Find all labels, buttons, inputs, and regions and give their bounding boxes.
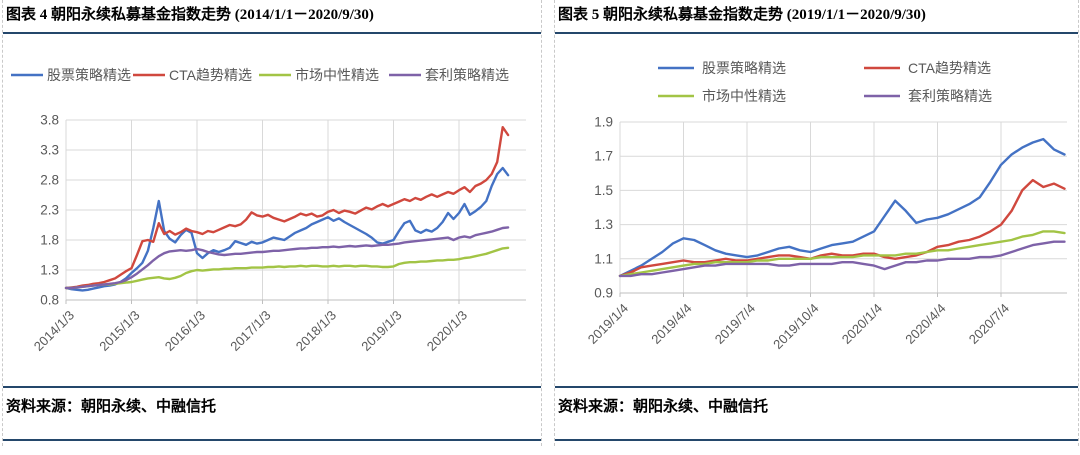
x-axis-tick-label: 2019/7/4	[712, 301, 758, 347]
series-line-arbitrage-strategy	[64, 226, 510, 290]
line-chart-canvas: 0.9 1.1 1.3 1.5 1.7 1.9 2019/1/4 2019/4/4 2019/7…	[585, 60, 1067, 353]
y-axis-tick-label: 0.8	[40, 293, 59, 308]
y-axis-tick-label: 0.9	[594, 286, 613, 301]
legend-label-arbitrage-strategy: 套利策略精选	[908, 88, 992, 104]
y-axis-tick-label: 3.3	[40, 143, 59, 158]
legend-label-cta-trend: CTA趋势精选	[908, 60, 991, 76]
series-line-market-neutral	[618, 230, 1066, 278]
source-note: 资料来源：朝阳永续、中融信托	[3, 386, 541, 441]
line-chart-canvas: 0.8 1.3 1.8 2.3 2.8 3.3 3.8 2014/1/3 2015/1/3 201…	[11, 67, 526, 354]
figure-panel-5: 图表 5 朝阳永续私募基金指数走势 (2019/1/1－2020/9/30) 0…	[554, 0, 1079, 446]
series-line-stock-strategy	[618, 137, 1066, 278]
x-axis-tick-label: 2015/1/3	[96, 308, 142, 354]
series-line-cta-trend	[618, 178, 1066, 278]
y-axis-tick-label: 1.3	[594, 217, 613, 232]
y-axis-tick-label: 1.7	[594, 149, 613, 164]
figure-panel-4: 图表 4 朝阳永续私募基金指数走势 (2014/1/1－2020/9/30) 0…	[2, 0, 542, 446]
series-line-arbitrage-strategy	[618, 240, 1066, 278]
x-axis-tick-label: 2019/1/3	[358, 308, 404, 354]
x-axis-tick-label: 2020/7/4	[966, 301, 1012, 347]
series-line-cta-trend	[64, 125, 510, 290]
x-axis-tick-label: 2019/4/4	[648, 301, 694, 347]
x-axis-tick-label: 2016/1/3	[162, 308, 208, 354]
source-note: 资料来源：朝阳永续、中融信托	[555, 386, 1078, 441]
y-axis-tick-label: 2.8	[40, 173, 59, 188]
legend-label-stock-strategy: 股票策略精选	[702, 60, 786, 76]
y-axis-tick-label: 1.3	[40, 263, 59, 278]
y-axis-tick-label: 1.5	[594, 183, 613, 198]
legend-label-market-neutral: 市场中性精选	[295, 67, 379, 83]
x-axis-tick-label: 2020/1/3	[424, 308, 470, 354]
x-axis-tick-label: 2017/1/3	[227, 308, 273, 354]
series-line-stock-strategy	[64, 166, 510, 292]
figure-title: 图表 5 朝阳永续私募基金指数走势 (2019/1/1－2020/9/30)	[555, 0, 1078, 34]
legend-label-stock-strategy: 股票策略精选	[47, 67, 131, 83]
figure-title: 图表 4 朝阳永续私募基金指数走势 (2014/1/1－2020/9/30)	[3, 0, 541, 34]
y-axis-tick-label: 2.3	[40, 203, 59, 218]
legend-label-cta-trend: CTA趋势精选	[169, 67, 252, 83]
legend-label-arbitrage-strategy: 套利策略精选	[425, 67, 509, 83]
x-axis-tick-label: 2014/1/3	[31, 308, 77, 354]
y-axis-tick-label: 1.1	[594, 251, 613, 266]
y-axis-tick-label: 1.9	[594, 115, 613, 130]
x-axis-tick-label: 2020/1/4	[839, 301, 885, 347]
y-axis-tick-label: 3.8	[40, 113, 59, 128]
x-axis-tick-label: 2019/10/4	[770, 301, 822, 353]
x-axis-tick-label: 2018/1/3	[293, 308, 339, 354]
x-axis-tick-label: 2020/4/4	[902, 301, 948, 347]
legend-label-market-neutral: 市场中性精选	[702, 88, 786, 104]
y-axis-tick-label: 1.8	[40, 233, 59, 248]
x-axis-tick-label: 2019/1/4	[585, 301, 631, 347]
series-line-market-neutral	[64, 246, 510, 290]
